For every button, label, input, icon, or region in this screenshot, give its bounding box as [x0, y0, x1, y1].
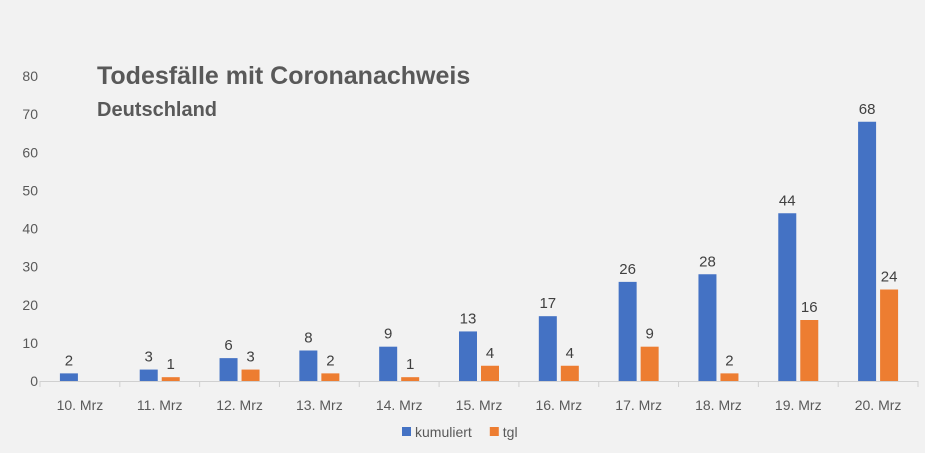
data-label-tgl: 24	[881, 269, 898, 286]
bar-tgl	[481, 365, 499, 381]
data-label-tgl: 1	[167, 356, 175, 373]
x-axis: 10. Mrz 11. Mrz 12. Mrz 13. Mrz 14. Mrz 15. M…	[39, 381, 919, 413]
x-tick-label: 10. Mrz	[57, 397, 104, 413]
bar-tgl	[241, 369, 260, 381]
bar-kumuliert	[538, 316, 557, 381]
data-label-tgl: 16	[801, 299, 818, 316]
data-label-tgl: 2	[326, 352, 334, 369]
y-tick-label: 0	[30, 373, 38, 389]
data-label-tgl: 2	[725, 352, 733, 369]
y-tick-label: 50	[22, 182, 38, 198]
bar-tgl	[720, 373, 739, 381]
data-label-kumuliert: 17	[539, 295, 556, 312]
x-tick-label: 13. Mrz	[296, 397, 343, 413]
data-label-tgl: 4	[566, 345, 574, 362]
data-label-kumuliert: 9	[384, 326, 392, 343]
x-tick-label: 15. Mrz	[456, 397, 503, 413]
bar-kumuliert	[219, 358, 238, 381]
bars-group	[59, 121, 899, 381]
legend: kumuliert tgl	[402, 424, 518, 440]
bar-kumuliert	[618, 281, 637, 381]
x-tick-label: 12. Mrz	[216, 397, 263, 413]
data-label-kumuliert: 26	[619, 261, 636, 278]
data-label-tgl: 4	[486, 345, 494, 362]
data-label-kumuliert: 2	[65, 352, 73, 369]
data-label-kumuliert: 6	[224, 337, 232, 354]
data-label-kumuliert: 28	[699, 253, 716, 270]
x-tick-label: 20. Mrz	[855, 397, 902, 413]
x-tick-label: 17. Mrz	[615, 397, 662, 413]
legend-label-kumuliert: kumuliert	[415, 424, 472, 440]
chart-title: Todesfälle mit Coronanachweis	[97, 62, 470, 90]
legend-label-tgl: tgl	[503, 424, 518, 440]
bar-kumuliert	[59, 373, 78, 381]
bar-tgl	[401, 377, 420, 381]
x-tick-label: 14. Mrz	[376, 397, 423, 413]
bar-kumuliert	[698, 274, 717, 381]
y-tick-label: 80	[22, 68, 38, 84]
data-label-tgl: 1	[406, 356, 414, 373]
bar-kumuliert	[778, 213, 797, 381]
bar-kumuliert	[139, 369, 158, 381]
x-tick-label: 19. Mrz	[775, 397, 822, 413]
bar-kumuliert	[858, 121, 877, 381]
bar-tgl	[161, 377, 180, 381]
y-tick-label: 70	[22, 106, 38, 122]
x-tick-label: 11. Mrz	[137, 397, 183, 413]
data-label-kumuliert: 13	[460, 310, 477, 327]
chart-subtitle: Deutschland	[97, 99, 217, 121]
y-tick-label: 60	[22, 144, 38, 160]
y-tick-label: 20	[22, 297, 38, 313]
data-label-kumuliert: 68	[859, 101, 876, 118]
data-label-kumuliert: 44	[779, 192, 796, 209]
bar-kumuliert	[459, 331, 477, 381]
bar-kumuliert	[299, 350, 318, 381]
data-label-tgl: 9	[645, 326, 653, 343]
y-tick-label: 10	[22, 335, 38, 351]
data-label-tgl: 3	[246, 349, 254, 366]
bar-tgl	[560, 365, 579, 381]
bar-tgl	[800, 320, 819, 381]
y-tick-label: 30	[22, 259, 38, 275]
data-label-kumuliert: 3	[145, 349, 153, 366]
bar-tgl	[321, 373, 340, 381]
x-tick-label: 16. Mrz	[535, 397, 582, 413]
x-tick-label: 18. Mrz	[695, 397, 742, 413]
bar-tgl	[640, 346, 659, 381]
bar-tgl	[880, 289, 899, 381]
legend-swatch-kumuliert	[402, 427, 411, 436]
bar-kumuliert	[379, 346, 398, 381]
legend-swatch-tgl	[489, 427, 499, 436]
y-tick-label: 40	[22, 221, 38, 237]
y-axis: 0 10 20 30 40 50 60 70 80	[22, 68, 38, 389]
data-label-kumuliert: 8	[304, 330, 312, 347]
